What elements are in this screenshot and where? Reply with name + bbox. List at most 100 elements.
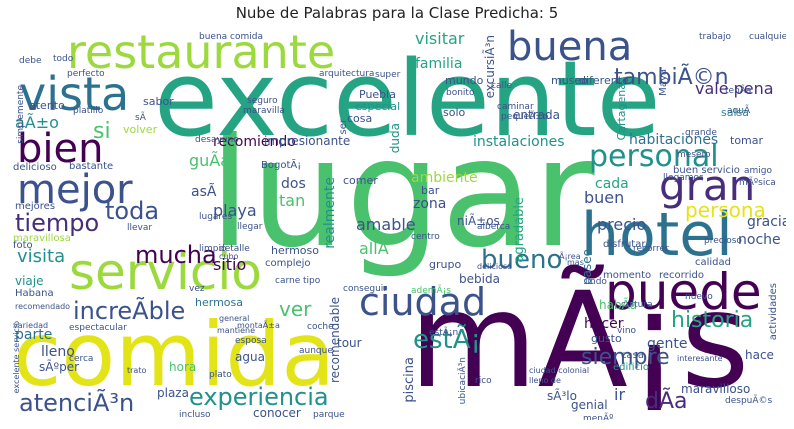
word: realmente — [322, 177, 338, 249]
word: impresionante — [264, 134, 351, 148]
word: edificio — [613, 362, 649, 373]
word: lugares — [199, 212, 233, 222]
word: BogotÃ¡ — [261, 160, 302, 171]
word: agradable — [512, 197, 527, 263]
word: precio — [597, 215, 647, 234]
word: ambiente — [411, 170, 478, 186]
word: hermoso — [271, 244, 319, 257]
word: centro — [411, 232, 440, 242]
word: bueno — [481, 245, 563, 275]
word: bien — [17, 126, 104, 172]
word: Habana — [15, 288, 54, 299]
word: excursiÃ³n — [483, 35, 497, 99]
word: bastante — [69, 161, 114, 172]
word: allÃ­ — [359, 239, 389, 258]
word: grupo — [429, 258, 462, 271]
word: aunque — [299, 346, 333, 356]
word: todo — [53, 54, 74, 64]
word: esposa — [235, 336, 267, 346]
word: debe — [19, 56, 42, 66]
word: disfrutar — [603, 239, 646, 250]
word: sÃºper — [39, 360, 80, 374]
word: buen servicio — [673, 165, 740, 176]
word: Puebla — [359, 88, 396, 101]
word: tomar — [730, 134, 764, 147]
word: sÃ­ — [135, 113, 146, 123]
word: general — [219, 314, 250, 323]
word: mÃ¡s — [409, 264, 750, 418]
word: piscina — [402, 357, 417, 403]
word: plaza — [157, 386, 189, 400]
word: bonito — [446, 88, 475, 98]
word: ubicaciÃ³n — [458, 357, 468, 405]
word: persona — [685, 198, 766, 222]
word: Ã¡rea — [559, 252, 581, 261]
word: bebida — [459, 272, 500, 286]
word: tipo — [303, 276, 321, 286]
word: seguro — [247, 96, 278, 106]
word: cualquier — [749, 32, 786, 42]
word: desayuno — [195, 135, 239, 145]
word: Cartagena — [615, 83, 628, 141]
word: deliciosa — [477, 262, 513, 271]
word: simplemente — [16, 85, 26, 144]
word: habÃ­a — [599, 298, 638, 312]
word: lugar — [209, 107, 595, 281]
word: actividades — [768, 283, 779, 341]
word: recorrer — [633, 244, 669, 254]
word: trato — [127, 366, 147, 375]
word: ciudad colonial — [529, 366, 590, 375]
word: historia — [671, 308, 754, 333]
word: mundo — [445, 74, 484, 87]
word: viaje — [15, 274, 44, 288]
word: niÃ±os — [457, 214, 500, 228]
word: carne — [275, 276, 301, 286]
word: experiencia — [189, 383, 329, 411]
word: cubo — [219, 252, 239, 261]
word: interesante — [677, 354, 723, 363]
word: siempre — [581, 345, 670, 370]
word: lleno — [41, 344, 75, 360]
word: habitaciones — [629, 132, 719, 148]
word: mejor — [17, 167, 133, 213]
word: mesero — [677, 150, 711, 160]
word: amigo — [744, 166, 773, 176]
word: recomendado — [15, 302, 71, 311]
word: aquÃ­ — [727, 106, 751, 116]
word: instalaciones — [473, 134, 565, 150]
word: increÃ­ble — [73, 297, 186, 325]
word: mucha — [135, 241, 217, 269]
word: playa — [213, 201, 257, 220]
word: dos — [281, 176, 306, 192]
word: montaÃ±a — [237, 321, 280, 330]
word: momento — [603, 270, 652, 281]
word: calidad — [695, 257, 732, 268]
word: trabajo — [699, 32, 731, 42]
word: maravillosa — [13, 233, 71, 244]
word: espectacular — [69, 323, 127, 333]
word-cloud: lugar excelente mÃ¡s comida restaurante … — [9, 27, 786, 420]
word: tiempo — [15, 209, 100, 237]
word: platillo — [73, 106, 104, 116]
word: noche — [738, 232, 781, 248]
word: maravilla — [243, 106, 285, 116]
word: servicio — [69, 243, 262, 301]
word: gente — [647, 336, 688, 352]
word: visitar — [415, 29, 465, 48]
word: coche — [307, 322, 334, 332]
word: familia — [415, 56, 463, 72]
word: parte — [15, 327, 53, 343]
word: ver — [279, 297, 312, 321]
word: super — [375, 70, 401, 80]
word: calle — [491, 81, 513, 91]
word: estÃ¡n — [429, 328, 459, 338]
word: ir — [614, 385, 626, 404]
word: gran — [659, 161, 756, 210]
word: buena comida — [199, 32, 263, 42]
word: recorrido — [659, 270, 704, 281]
word: mÃºsica — [739, 178, 776, 188]
word: aÃ±o — [15, 113, 59, 132]
word: Maya — [658, 69, 669, 96]
word: pequeÃ±o — [501, 112, 549, 122]
word: sabor — [143, 95, 174, 108]
